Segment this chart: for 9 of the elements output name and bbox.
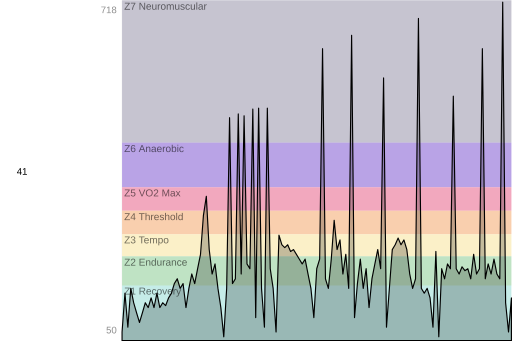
text: 41	[16, 168, 27, 175]
band-label: Z3 Tempo	[124, 236, 168, 246]
band-label: Z4 Threshold	[124, 212, 183, 220]
band-label: Z7 Neuromuscular	[124, 2, 207, 10]
y-tick-label: 50	[106, 326, 116, 334]
y-tick-label: 718	[101, 6, 116, 14]
band-label: Z5 VO2 Max	[124, 189, 180, 196]
band-label: Z2 Endurance	[124, 258, 187, 266]
band-label: Z6 Anaerobic	[124, 144, 184, 152]
